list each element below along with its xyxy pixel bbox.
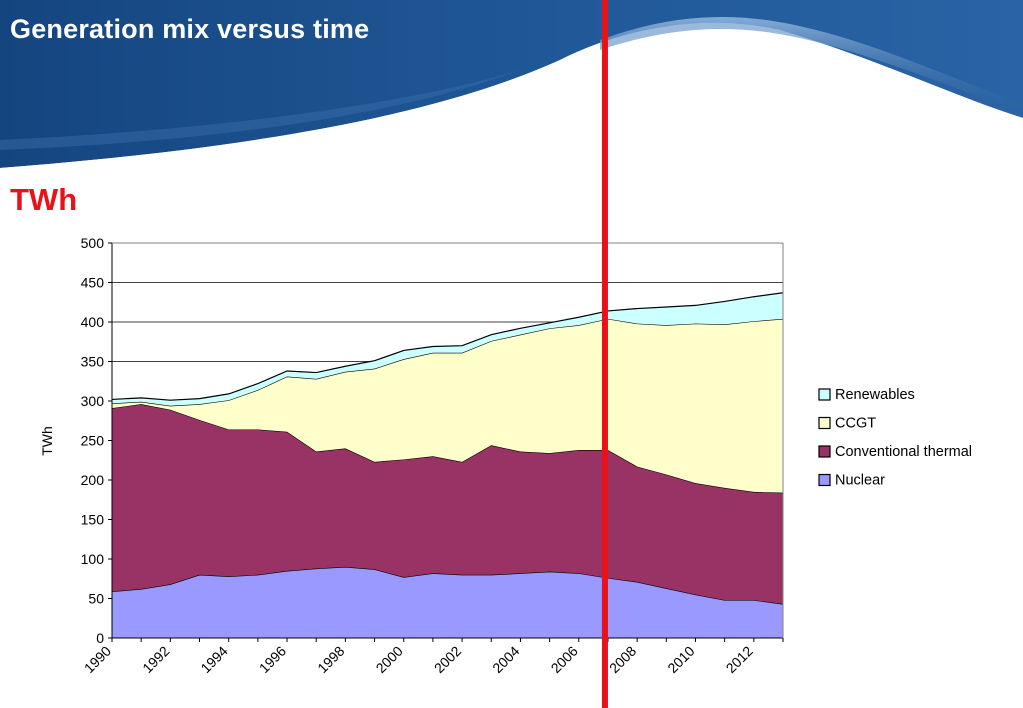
legend-swatch-ccgt [818, 416, 831, 430]
x-tick-label-1990: 1990 [81, 643, 114, 676]
area-renewables [112, 292, 783, 406]
x-tick-label-2000: 2000 [373, 643, 406, 676]
x-tick-label-1998: 1998 [314, 643, 347, 676]
legend: Renewables CCGT Conventional thermal Nuclea… [818, 387, 972, 489]
y-tick-label-0: 0 [96, 630, 104, 646]
y-tick-label-50: 50 [88, 591, 104, 607]
legend-label-ccgt: CCGT [835, 416, 876, 432]
x-tick-label-2012: 2012 [723, 643, 756, 676]
y-tick-label-400: 400 [81, 314, 105, 330]
x-tick-label-2006: 2006 [548, 643, 581, 676]
area-edge-renewables [111, 292, 784, 401]
area-ccgt [112, 318, 783, 493]
y-tick-label-200: 200 [81, 472, 105, 488]
y-tick-label-100: 100 [81, 551, 105, 567]
stacked-areas [111, 292, 784, 638]
unit-label: TWh [10, 182, 78, 217]
y-tick-label-500: 500 [81, 235, 105, 251]
x-tick-label-2008: 2008 [606, 643, 639, 676]
y-tick-label-300: 300 [81, 393, 105, 409]
x-tick-label-2002: 2002 [431, 643, 464, 676]
legend-label-nuclear: Nuclear [835, 473, 885, 489]
y-tick-label-250: 250 [81, 433, 105, 449]
legend-swatch-renewables [818, 388, 831, 401]
area-nuclear [112, 566, 783, 638]
x-tick-labels: 1990 1992 1994 1996 1998 2000 2002 2004 2006 2008… [81, 638, 784, 676]
slide-title: Generation mix versus time [10, 14, 370, 44]
legend-swatch-conventional-thermal [818, 445, 831, 458]
legend-label-renewables: Renewables [835, 387, 915, 403]
y-tick-label-350: 350 [81, 354, 105, 370]
x-tick-label-1996: 1996 [256, 643, 289, 676]
y-tick-label-450: 450 [81, 275, 105, 291]
y-axis-title: TWh [39, 426, 55, 456]
x-tick-label-1992: 1992 [139, 643, 172, 676]
legend-label-conventional-thermal: Conventional thermal [835, 444, 972, 460]
legend-swatch-nuclear [818, 473, 831, 487]
x-tick-label-2004: 2004 [489, 643, 522, 676]
x-tick-label-2010: 2010 [664, 643, 697, 676]
y-tick-label-150: 150 [81, 512, 105, 528]
header-banner [0, 0, 1023, 170]
y-tick-labels: 0 50 100 150 200 250 300 350 400 450 500 [81, 235, 112, 646]
x-tick-label-1994: 1994 [197, 643, 230, 676]
